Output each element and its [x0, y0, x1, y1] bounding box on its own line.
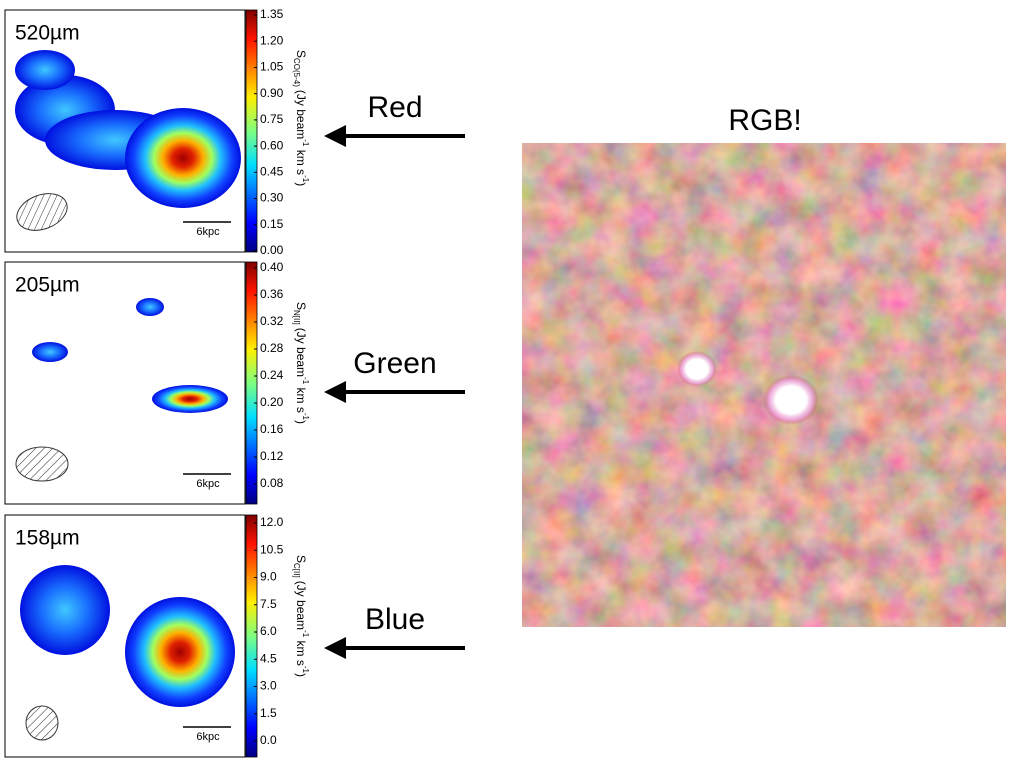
label-part: S [294, 50, 308, 58]
colorbar-tick-label: 0.75 [260, 112, 284, 126]
colorbar-tick-label: 0.36 [260, 287, 284, 301]
emission [20, 565, 110, 655]
scale-label: 6kpc [196, 478, 220, 490]
label-part: -1 [301, 139, 310, 147]
arrow-label: Green [353, 347, 436, 380]
colorbar [245, 261, 258, 505]
label-part: km s [294, 637, 308, 666]
label-part: ) [294, 182, 308, 186]
rgb-source [677, 351, 717, 387]
colorbar-tick-label: 0.28 [260, 341, 284, 355]
label-part: (Jy beam [294, 581, 308, 630]
rgb-source [763, 375, 819, 425]
colorbar-tick-label: 1.5 [260, 706, 277, 720]
colorbar-tick-label: 0.45 [260, 165, 284, 179]
colorbar-tick-label: 6.0 [260, 624, 277, 638]
label-part: -1 [301, 413, 310, 421]
colorbar-tick-label: 0.0 [260, 733, 277, 747]
beam [16, 193, 68, 231]
label-part: km s [294, 384, 308, 413]
map-frame [4, 261, 246, 505]
map-frame [4, 9, 246, 253]
label-part: (Jy beam [294, 90, 308, 139]
colorbar-tick-label: 0.20 [260, 395, 284, 409]
colorbar-tick-label: 0.24 [260, 368, 284, 382]
beam [15, 446, 69, 482]
colorbar-tick-label: 0.15 [260, 217, 284, 231]
colorbar-label: SC[II](Jy beam-1 km s-1) [292, 555, 310, 677]
emission [15, 50, 75, 90]
label-part: -1 [301, 377, 310, 385]
panel-label: 158µm [15, 527, 80, 550]
panel-label: 205µm [15, 274, 80, 297]
label-part: ) [294, 420, 308, 424]
emission [136, 298, 164, 316]
colorbar-tick-label: 1.20 [260, 33, 284, 47]
arrow-label: Blue [365, 603, 425, 636]
colorbar-tick-label: 4.5 [260, 651, 277, 665]
emission [125, 108, 241, 208]
panels: 520µm 6kpc 1.35 1.20 1.05 0.90 0.75 0.60 0.45 0.3… [4, 7, 310, 758]
rgb-title: RGB! [728, 104, 801, 137]
colorbar-tick-label: 10.5 [260, 542, 284, 556]
panel-label: 520µm [15, 22, 80, 45]
emission [32, 342, 68, 362]
label-part: S [294, 555, 308, 563]
colorbar-tick-label: 12.0 [260, 515, 284, 529]
arrows: Red Green Blue [324, 91, 465, 659]
arrow-head [324, 125, 346, 147]
scale-label: 6kpc [196, 731, 220, 743]
colorbar-tick-label: 0.30 [260, 191, 284, 205]
rgb-image [522, 143, 1006, 627]
label-part: CO(5-4) [292, 58, 301, 87]
colorbar-tick-label: 0.90 [260, 86, 284, 100]
map-frame [4, 514, 246, 758]
label-part: S [294, 302, 308, 310]
colorbar-tick-label: 0.12 [260, 449, 284, 463]
colorbar-label: SN[II](Jy beam-1 km s-1) [292, 302, 310, 424]
label-part: -1 [301, 666, 310, 674]
colorbar-tick-label: 0.60 [260, 138, 284, 152]
arrow-head [324, 637, 346, 659]
panel: 158µm 6kpc 12.0 10.5 9.0 7.5 6.0 4.5 3.0 1.5 0.0 SC… [4, 514, 310, 758]
arrow-label: Red [367, 91, 422, 124]
label-part: -1 [301, 175, 310, 183]
colorbar-tick-label: 3.0 [260, 679, 277, 693]
colorbar [245, 9, 258, 253]
label-part: C[II] [292, 563, 301, 578]
colorbar-tick-label: 0.16 [260, 422, 284, 436]
label-part: (Jy beam [294, 328, 308, 377]
colorbar-tick-label: 1.05 [260, 60, 284, 74]
label-part: -1 [301, 630, 310, 638]
beam [25, 705, 59, 741]
emission [125, 597, 235, 707]
colorbar-tick-label: 7.5 [260, 597, 277, 611]
panel: 205µm 6kpc 0.40 0.36 0.32 0.28 0.24 0.20 0.16 0.1… [4, 260, 310, 505]
colorbar [245, 514, 258, 758]
panel: 520µm 6kpc 1.35 1.20 1.05 0.90 0.75 0.60 0.45 0.3… [4, 7, 310, 257]
colorbar-tick-label: 9.0 [260, 570, 277, 584]
label-part: ) [294, 673, 308, 677]
colorbar-tick-label: 0.08 [260, 476, 284, 490]
colorbar-tick-label: 1.35 [260, 7, 284, 21]
colorbar-tick-label: 0.32 [260, 314, 284, 328]
scale-label: 6kpc [196, 226, 220, 238]
label-part: km s [294, 146, 308, 175]
colorbar-tick-label: 0.40 [260, 260, 284, 274]
colorbar-label: SCO(5-4)(Jy beam-1 km s-1) [292, 50, 310, 186]
label-part: N[II] [292, 310, 301, 325]
arrow-head [324, 381, 346, 403]
emission [152, 385, 228, 413]
colorbar-tick-label: 0.00 [260, 243, 284, 257]
